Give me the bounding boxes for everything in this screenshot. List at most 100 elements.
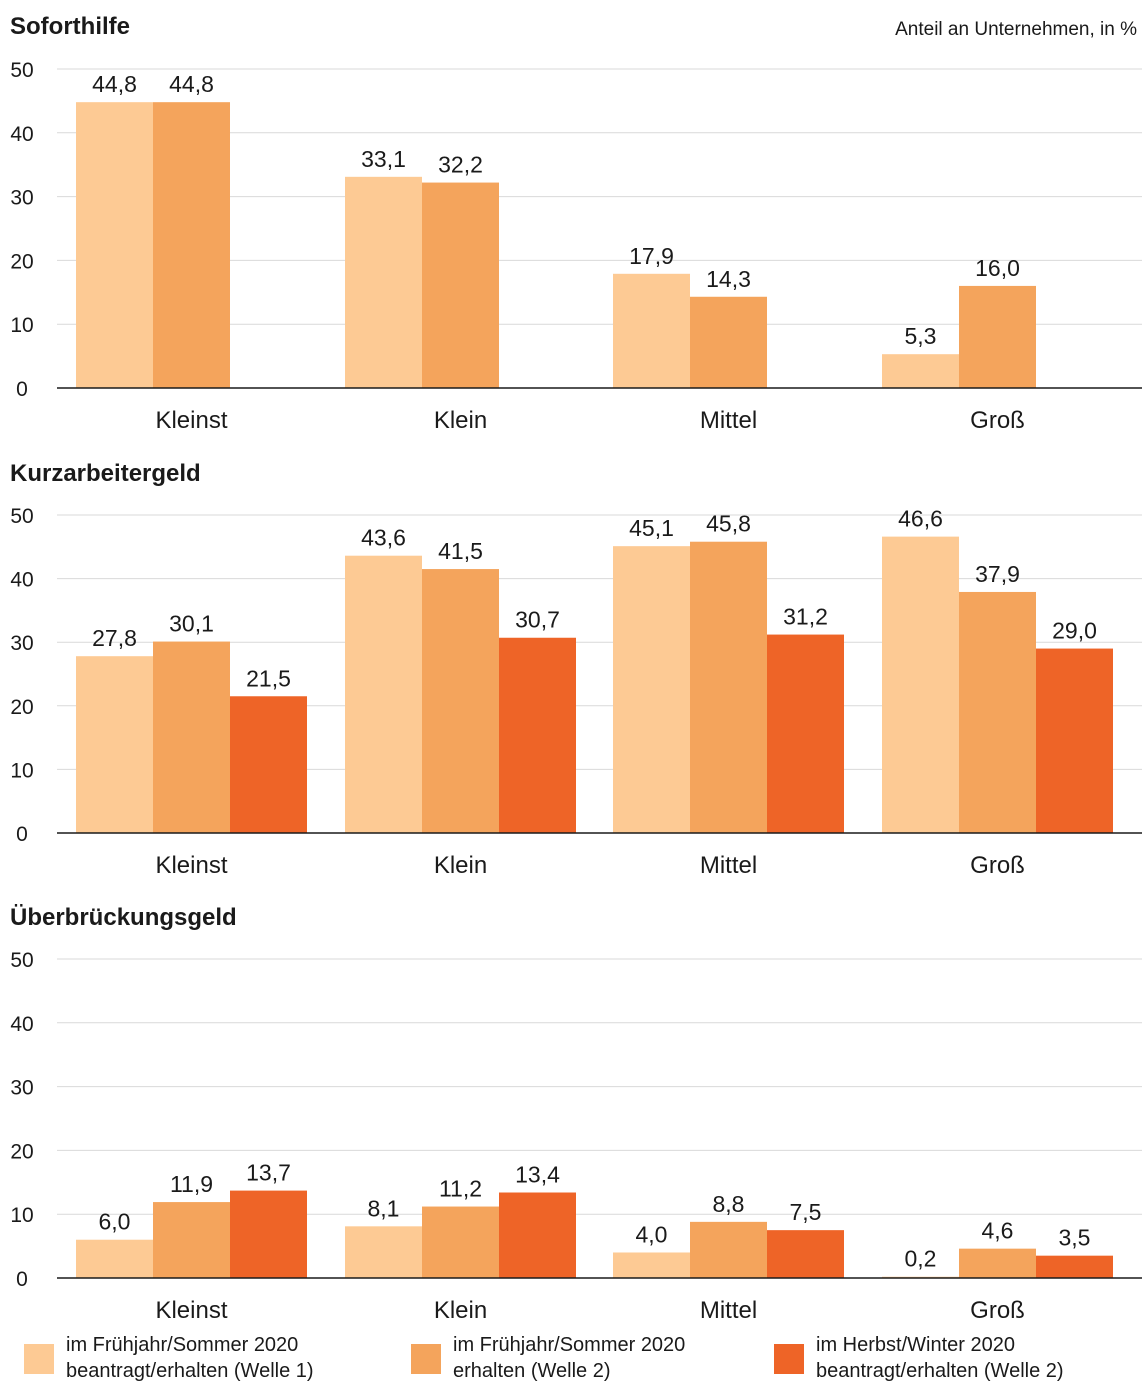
panel-2-ytick-label: 20 — [10, 696, 33, 719]
panel-3-data-label: 4,6 — [982, 1218, 1014, 1244]
panel-2-category-label: Mittel — [700, 852, 757, 879]
panel-2-ytick-label: 0 — [16, 823, 28, 846]
panel-3-bar — [153, 1202, 230, 1278]
panel-1-ytick-label: 20 — [10, 250, 33, 273]
panel-1-bar — [613, 273, 690, 388]
panel-1-data-label: 33,1 — [361, 146, 406, 172]
panel-1-bar — [153, 102, 230, 389]
panel-3-data-label: 4,0 — [636, 1221, 668, 1247]
panel-2-data-label: 30,1 — [169, 611, 214, 637]
panel-2-category-label: Groß — [970, 852, 1025, 879]
panel-3-ytick-label: 40 — [10, 1013, 33, 1036]
panel-3-data-label: 6,0 — [99, 1209, 131, 1235]
panel-3-ytick-label: 10 — [10, 1204, 33, 1227]
panel-1-category-label: Mittel — [700, 407, 757, 434]
panel-3-category-label: Klein — [434, 1297, 487, 1324]
legend-swatch-welle1 — [24, 1344, 54, 1374]
panel-1-ytick-label: 30 — [10, 187, 33, 210]
panel-1-bar — [959, 285, 1036, 388]
panel-3-data-label: 13,7 — [246, 1160, 291, 1186]
legend-item-welle1: im Frühjahr/Sommer 2020 beantragt/erhalte… — [24, 1332, 314, 1384]
panel-3-category-label: Mittel — [700, 1297, 757, 1324]
panel-3-bar — [1036, 1255, 1113, 1278]
panel-1-bar — [882, 354, 959, 388]
panel-2-bar — [690, 541, 767, 833]
panel-3-title: Überbrückungsgeld — [10, 904, 237, 931]
panel-2-bar — [345, 555, 422, 833]
legend-label-welle1: im Frühjahr/Sommer 2020 beantragt/erhalte… — [66, 1334, 314, 1382]
panel-2-data-label: 41,5 — [438, 538, 483, 564]
panel-3-bar — [613, 1252, 690, 1278]
panel-1-data-label: 44,8 — [92, 71, 137, 97]
panel-2-data-label: 45,8 — [706, 511, 751, 537]
panel-1-data-label: 5,3 — [905, 323, 937, 349]
panel-1-ytick-label: 10 — [10, 314, 33, 337]
panel-3-bar — [690, 1221, 767, 1278]
legend-swatch-welle2-erhalten — [411, 1344, 441, 1374]
legend-label-welle2-erhalten: im Frühjahr/Sommer 2020 erhalten (Welle 2… — [453, 1334, 686, 1382]
panel-1-bar — [690, 296, 767, 388]
panel-1-data-label: 14,3 — [706, 266, 751, 292]
panel-1-data-label: 32,2 — [438, 152, 483, 178]
panel-1-title: Soforthilfe — [10, 13, 130, 40]
panel-3-data-label: 3,5 — [1059, 1225, 1091, 1251]
panel-2-data-label: 37,9 — [975, 561, 1020, 587]
panel-2-bar — [1036, 648, 1113, 833]
panel-3-category-label: Groß — [970, 1297, 1025, 1324]
panel-1-ytick-label: 40 — [10, 123, 33, 146]
panel-2-bar — [499, 637, 576, 833]
panel-1-ytick-label: 50 — [10, 59, 33, 82]
panel-2-bar — [153, 641, 230, 833]
panel-2-data-label: 43,6 — [361, 525, 406, 551]
legend-swatch-welle2-herbst — [774, 1344, 804, 1374]
panel-1-bar — [76, 102, 153, 389]
panel-2-category-label: Kleinst — [155, 852, 227, 879]
unit-label: Anteil an Unternehmen, in % — [895, 19, 1137, 40]
panel-2-data-label: 29,0 — [1052, 618, 1097, 644]
panel-2-data-label: 21,5 — [246, 665, 291, 691]
panel-2-data-label: 27,8 — [92, 625, 137, 651]
panel-3-bar — [76, 1239, 153, 1278]
legend-item-welle2-erhalten: im Frühjahr/Sommer 2020 erhalten (Welle 2… — [411, 1332, 685, 1384]
panel-3-bar — [422, 1206, 499, 1278]
panel-3-category-label: Kleinst — [155, 1297, 227, 1324]
panel-1-data-label: 44,8 — [169, 71, 214, 97]
panel-2-bar — [767, 634, 844, 833]
panel-2-bar — [230, 696, 307, 833]
panel-2-bar — [422, 569, 499, 833]
panel-1-data-label: 17,9 — [629, 243, 674, 269]
panel-1-category-label: Groß — [970, 407, 1025, 434]
panel-2-bar — [76, 656, 153, 833]
panel-3-data-label: 8,1 — [368, 1195, 400, 1221]
panel-1-bar — [345, 176, 422, 388]
panel-3-data-label: 7,5 — [790, 1199, 822, 1225]
panel-2-data-label: 45,1 — [629, 515, 674, 541]
panel-3-bar — [345, 1226, 422, 1278]
panel-3-bar — [230, 1190, 307, 1278]
panel-2-ytick-label: 10 — [10, 759, 33, 782]
panel-3-data-label: 11,9 — [170, 1171, 213, 1197]
panel-2-bar — [613, 546, 690, 833]
panel-3-ytick-label: 30 — [10, 1077, 33, 1100]
panel-1-bar — [422, 182, 499, 388]
panel-1-data-label: 16,0 — [975, 255, 1020, 281]
panel-3-ytick-label: 50 — [10, 949, 33, 972]
panel-3-data-label: 0,2 — [905, 1246, 937, 1272]
panel-2-ytick-label: 30 — [10, 632, 33, 655]
panel-2-data-label: 31,2 — [783, 604, 828, 630]
panel-1-category-label: Kleinst — [155, 407, 227, 434]
panel-3-bar — [959, 1248, 1036, 1278]
panel-2-bar — [959, 591, 1036, 833]
panel-2-title: Kurzarbeitergeld — [10, 460, 201, 487]
legend: im Frühjahr/Sommer 2020 beantragt/erhalte… — [0, 1332, 1142, 1388]
panel-2-data-label: 46,6 — [898, 506, 943, 532]
panel-3-data-label: 8,8 — [713, 1191, 745, 1217]
chart-canvas: Anteil an Unternehmen, in % Soforthilfe 0 1… — [10, 13, 1142, 1324]
panel-2-data-label: 30,7 — [515, 607, 560, 633]
panel-3-ytick-label: 20 — [10, 1140, 33, 1163]
panel-3-bar — [767, 1230, 844, 1278]
panel-3-bar — [499, 1192, 576, 1278]
panel-1-ytick-label: 0 — [16, 378, 28, 401]
panel-1-category-label: Klein — [434, 407, 487, 434]
panel-3-data-label: 11,2 — [439, 1176, 482, 1202]
